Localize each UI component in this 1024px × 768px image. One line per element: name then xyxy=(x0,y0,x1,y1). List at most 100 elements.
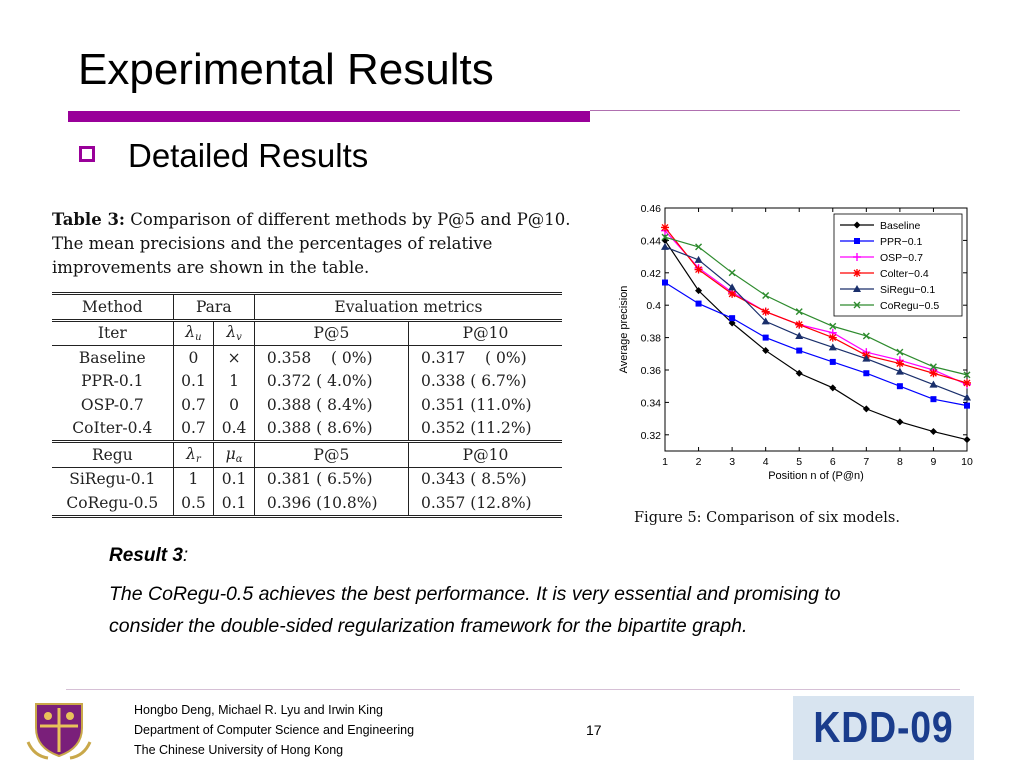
table-row-method: OSP-0.7 xyxy=(80,395,144,414)
bullet-square-icon xyxy=(79,146,95,162)
series-point-4 xyxy=(694,255,703,263)
table-row-param2: 0.1 xyxy=(213,491,255,518)
table-row-p10: 0.357 (12.8%) xyxy=(407,491,562,518)
series-point-1 xyxy=(829,358,836,365)
subheader-regu-param2: μα xyxy=(213,440,255,467)
y-tick-label: 0.36 xyxy=(641,365,662,377)
table-row-p5: 0.358 ( 0%) xyxy=(253,345,409,370)
legend-marker xyxy=(854,238,860,244)
table-row-param2: 0.1 xyxy=(213,466,255,491)
legend-label: OSP−0.7 xyxy=(880,252,923,264)
footer-affiliation: Hongbo Deng, Michael R. Lyu and Irwin Ki… xyxy=(134,700,414,760)
series-point-4 xyxy=(929,380,938,388)
legend-label: Colter−0.4 xyxy=(880,268,929,280)
y-tick-label: 0.34 xyxy=(641,397,662,409)
table-caption-text: Comparison of different methods by P@5 a… xyxy=(52,210,571,277)
series-point-3 xyxy=(895,359,904,368)
subheader-regu: Regu xyxy=(52,440,174,467)
precision-line-chart: 0.32 0.34 0.36 0.38 0.4 0.42 0.44 0.46 1 2 3 4 5 6 7 8 9… xyxy=(618,203,973,482)
x-tick-label: 1 xyxy=(662,456,668,468)
series-point-1 xyxy=(729,315,736,322)
series-point-4 xyxy=(963,393,971,401)
footer-authors: Hongbo Deng, Michael R. Lyu and Irwin Ki… xyxy=(134,703,383,717)
series-point-3 xyxy=(963,378,971,387)
subheader-regu-p10: P@10 xyxy=(407,440,562,467)
x-tick-label: 5 xyxy=(796,456,802,468)
y-tick-label: 0.32 xyxy=(641,430,662,442)
series-point-4 xyxy=(728,283,737,291)
table-row-p10: 0.351 (11.0%) xyxy=(407,393,562,417)
series-point-4 xyxy=(661,242,669,250)
legend-label: Baseline xyxy=(880,220,920,232)
subheader-iter-p5: P@5 xyxy=(253,318,409,346)
series-line-1 xyxy=(664,282,968,407)
series-line-4 xyxy=(664,246,968,399)
series-point-4 xyxy=(895,367,904,375)
subheader-iter-p10: P@10 xyxy=(407,318,562,346)
x-tick-label: 9 xyxy=(931,456,937,468)
series-line-0 xyxy=(664,240,968,441)
series-line-5 xyxy=(664,236,968,376)
title-underline-bar xyxy=(68,111,590,122)
table-row-param1: 0.7 xyxy=(172,393,214,417)
series-point-4 xyxy=(761,317,770,325)
series-line-3 xyxy=(664,227,968,384)
y-tick-label: 0.46 xyxy=(641,203,662,215)
x-tick-label: 2 xyxy=(696,456,702,468)
table-row-param2: × xyxy=(213,345,255,370)
series-point-3 xyxy=(828,333,837,342)
series-point-1 xyxy=(695,300,702,307)
series-point-5 xyxy=(661,233,669,241)
footer-divider xyxy=(66,689,960,690)
legend-label: CoRegu−0.5 xyxy=(880,300,939,312)
kdd-logo-text: KDD-09 xyxy=(813,703,954,752)
x-tick-label: 10 xyxy=(961,456,973,468)
legend-marker xyxy=(853,253,861,261)
table-row-param2: 0.4 xyxy=(213,416,255,442)
x-axis-label: Position n of (P@n) xyxy=(768,470,864,482)
series-point-0 xyxy=(929,428,937,436)
x-tick-label: 8 xyxy=(897,456,903,468)
series-point-0 xyxy=(896,418,904,426)
subheader-iter: Iter xyxy=(52,318,174,346)
series-point-1 xyxy=(863,370,870,377)
series-point-1 xyxy=(896,383,903,390)
series-point-1 xyxy=(662,279,668,286)
table-row-param2: 0 xyxy=(213,393,255,417)
series-line-2 xyxy=(664,230,968,386)
series-point-0 xyxy=(762,347,770,355)
result-heading-label: Result 3 xyxy=(109,545,183,566)
series-point-3 xyxy=(929,369,938,378)
table-row-param1: 0.7 xyxy=(172,416,214,442)
table-row-param2: 1 xyxy=(213,369,255,393)
series-point-0 xyxy=(728,319,736,327)
subheader-iter-param1: λu xyxy=(172,318,214,346)
series-point-5 xyxy=(795,308,803,316)
x-tick-label: 6 xyxy=(830,456,836,468)
series-point-1 xyxy=(762,334,769,341)
header-para: Para xyxy=(172,292,255,321)
table-row-param1: 0.1 xyxy=(172,369,214,393)
series-point-3 xyxy=(728,289,737,298)
series-point-4 xyxy=(828,343,837,351)
legend-marker xyxy=(853,301,861,309)
result-body: The CoRegu-0.5 achieves the best perform… xyxy=(109,583,841,637)
series-point-5 xyxy=(695,243,703,251)
table-row-method: SiRegu-0.1 xyxy=(52,466,174,491)
result-heading: Result 3: xyxy=(109,545,188,567)
y-tick-label: 0.44 xyxy=(641,235,662,247)
series-point-5 xyxy=(963,371,971,379)
series-point-0 xyxy=(795,369,803,377)
x-tick-label: 3 xyxy=(729,456,735,468)
series-point-0 xyxy=(661,236,669,244)
table-row-method: Baseline xyxy=(52,345,174,370)
table-row-p5: 0.396 (10.8%) xyxy=(253,491,409,518)
table-row-p10: 0.338 ( 6.7%) xyxy=(407,369,562,393)
table-row-method: PPR-0.1 xyxy=(81,372,144,391)
bullet-text: Detailed Results xyxy=(128,137,369,174)
result-heading-colon: : xyxy=(182,545,189,566)
series-point-1 xyxy=(964,402,970,409)
legend-marker xyxy=(853,221,861,229)
y-axis-label: Average precision xyxy=(618,286,630,374)
table-row-p5: 0.388 ( 8.6%) xyxy=(253,416,409,442)
